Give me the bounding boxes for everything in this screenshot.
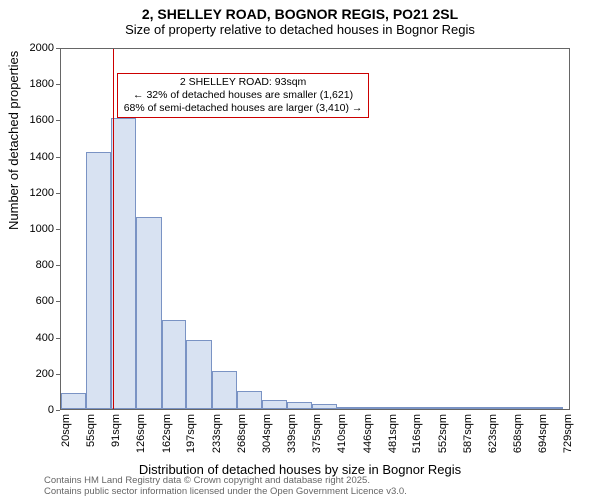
y-tick: 600	[4, 295, 54, 307]
histogram-bar	[61, 393, 86, 409]
histogram-bar	[237, 391, 263, 409]
x-tick: 623sqm	[487, 414, 499, 453]
y-tick: 800	[4, 259, 54, 271]
histogram-bar	[463, 407, 489, 409]
histogram-bar	[337, 407, 363, 409]
histogram-bar	[136, 217, 162, 409]
x-tick: 446sqm	[362, 414, 374, 453]
x-tick: 516sqm	[411, 414, 423, 453]
y-tick: 1600	[4, 114, 54, 126]
x-tick: 339sqm	[286, 414, 298, 453]
y-tick: 1400	[4, 151, 54, 163]
annotation-line-3: 68% of semi-detached houses are larger (…	[124, 102, 363, 115]
x-tick: 162sqm	[161, 414, 173, 453]
y-tick: 0	[4, 404, 54, 416]
y-axis-ticks: 0200400600800100012001400160018002000	[0, 48, 58, 410]
x-tick: 304sqm	[261, 414, 273, 453]
y-tick: 2000	[4, 42, 54, 54]
y-tick: 400	[4, 332, 54, 344]
histogram-bar	[388, 407, 413, 409]
annotation-line-1: 2 SHELLEY ROAD: 93sqm	[124, 76, 363, 89]
x-tick: 729sqm	[562, 414, 574, 453]
annotation-box: 2 SHELLEY ROAD: 93sqm ← 32% of detached …	[117, 73, 370, 118]
histogram-bar	[412, 407, 438, 409]
marker-line	[113, 49, 114, 409]
x-tick: 694sqm	[537, 414, 549, 453]
histogram-bar	[538, 407, 563, 409]
annotation-line-2: ← 32% of detached houses are smaller (1,…	[124, 89, 363, 102]
x-tick: 91sqm	[110, 414, 122, 447]
title-line-1: 2, SHELLEY ROAD, BOGNOR REGIS, PO21 2SL	[0, 6, 600, 22]
x-tick: 481sqm	[387, 414, 399, 453]
histogram-bar	[287, 402, 313, 409]
title-line-2: Size of property relative to detached ho…	[0, 22, 600, 37]
x-tick: 126sqm	[135, 414, 147, 453]
y-tick: 1800	[4, 78, 54, 90]
x-tick: 375sqm	[311, 414, 323, 453]
y-tick: 1200	[4, 187, 54, 199]
x-axis-ticks: 20sqm 55sqm 91sqm 126sqm 162sqm 197sqm 233sqm 2…	[60, 410, 570, 458]
histogram-bar	[262, 400, 287, 409]
histogram-bar	[488, 407, 513, 409]
x-tick: 658sqm	[512, 414, 524, 453]
x-tick: 410sqm	[336, 414, 348, 453]
footer-line-2: Contains public sector information licen…	[44, 487, 407, 498]
x-tick: 233sqm	[211, 414, 223, 453]
y-tick: 1000	[4, 223, 54, 235]
histogram-bar	[363, 407, 388, 409]
histogram-bar	[438, 407, 463, 409]
histogram-bar	[513, 407, 539, 409]
x-tick: 552sqm	[437, 414, 449, 453]
x-tick: 55sqm	[85, 414, 97, 447]
y-tick: 200	[4, 368, 54, 380]
x-tick: 197sqm	[185, 414, 197, 453]
histogram-bar	[212, 371, 237, 409]
histogram-bar	[86, 152, 112, 409]
x-tick: 20sqm	[60, 414, 72, 447]
histogram-bar	[186, 340, 212, 409]
chart-title-block: 2, SHELLEY ROAD, BOGNOR REGIS, PO21 2SL …	[0, 0, 600, 37]
footer-attribution: Contains HM Land Registry data © Crown c…	[44, 476, 407, 498]
histogram-bar	[312, 404, 337, 409]
chart-plot-area: 2 SHELLEY ROAD: 93sqm ← 32% of detached …	[60, 48, 570, 410]
histogram-bar	[162, 320, 187, 409]
x-tick: 587sqm	[462, 414, 474, 453]
histogram-bar	[111, 118, 136, 409]
x-tick: 268sqm	[236, 414, 248, 453]
